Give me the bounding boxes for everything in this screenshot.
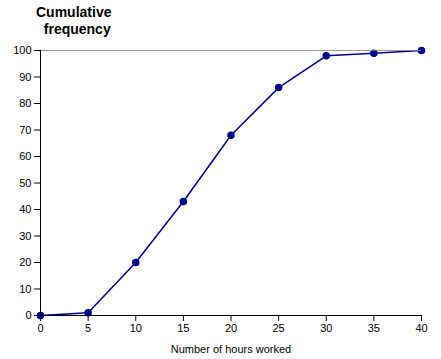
svg-text:0: 0 <box>25 309 31 321</box>
svg-text:100: 100 <box>13 44 31 56</box>
svg-text:10: 10 <box>19 283 31 295</box>
svg-text:40: 40 <box>415 322 427 334</box>
svg-text:60: 60 <box>19 150 31 162</box>
svg-text:35: 35 <box>368 322 380 334</box>
svg-text:20: 20 <box>19 256 31 268</box>
svg-text:90: 90 <box>19 71 31 83</box>
svg-text:5: 5 <box>85 322 91 334</box>
html-text:Cumulative: Cumulative <box>36 4 112 20</box>
svg-text:80: 80 <box>19 97 31 109</box>
svg-text:70: 70 <box>19 124 31 136</box>
svg-text:30: 30 <box>320 322 332 334</box>
svg-text:50: 50 <box>19 177 31 189</box>
svg-text:40: 40 <box>19 203 31 215</box>
svg-text:Number of hours worked: Number of hours worked <box>171 343 291 355</box>
svg-text:30: 30 <box>19 230 31 242</box>
svg-text:15: 15 <box>177 322 189 334</box>
svg-text:10: 10 <box>130 322 142 334</box>
svg-text:0: 0 <box>37 322 43 334</box>
html-text:frequency: frequency <box>36 21 111 37</box>
svg-text:20: 20 <box>225 322 237 334</box>
svg-text:25: 25 <box>273 322 285 334</box>
